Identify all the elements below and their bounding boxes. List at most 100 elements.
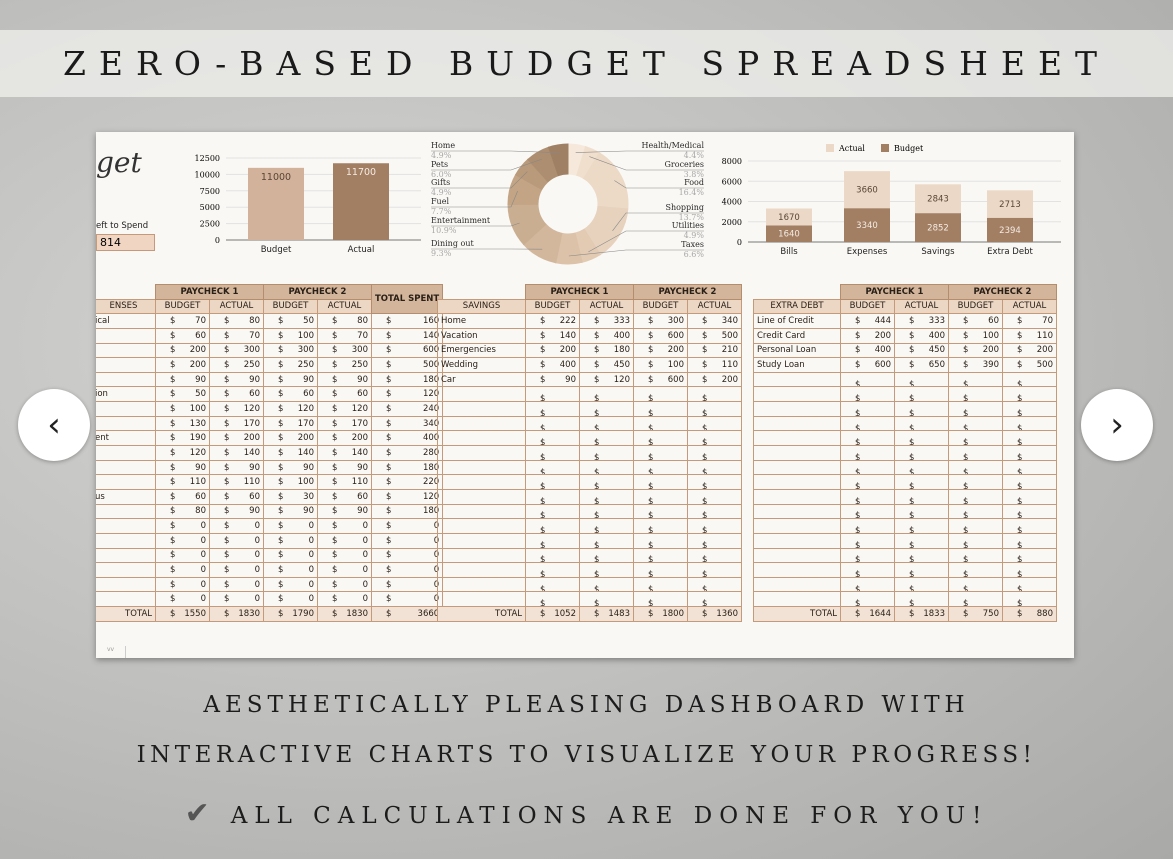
amount-cell[interactable]: $880 [1002, 606, 1057, 622]
amount-cell[interactable]: $90 [155, 459, 210, 476]
amount-cell[interactable]: $333 [579, 313, 634, 329]
amount-cell[interactable]: $ [525, 532, 580, 549]
amount-cell[interactable]: $30 [263, 488, 318, 505]
row-label[interactable] [437, 474, 526, 490]
previous-slide-button[interactable]: ‹ [18, 389, 90, 461]
amount-cell[interactable]: $ [894, 562, 949, 578]
amount-cell[interactable]: $ [948, 371, 1003, 388]
row-label[interactable] [753, 518, 841, 534]
amount-cell[interactable]: $650 [894, 357, 949, 373]
amount-cell[interactable]: $170 [317, 415, 372, 432]
amount-cell[interactable]: $140 [525, 327, 580, 344]
amount-cell[interactable]: $400 [579, 327, 634, 344]
amount-cell[interactable]: $ [525, 401, 580, 417]
row-label[interactable]: Study Loan [753, 357, 841, 373]
amount-cell[interactable]: $0 [263, 591, 318, 608]
amount-cell[interactable]: $180 [370, 503, 444, 520]
amount-cell[interactable]: $0 [317, 532, 372, 549]
amount-cell[interactable]: $0 [155, 532, 210, 549]
amount-cell[interactable]: $1550 [155, 606, 210, 622]
amount-cell[interactable]: $180 [370, 459, 444, 476]
row-label[interactable]: Wedding [437, 357, 526, 373]
amount-cell[interactable]: $60 [317, 488, 372, 505]
amount-cell[interactable]: $ [894, 591, 949, 608]
amount-cell[interactable]: $400 [894, 327, 949, 344]
amount-cell[interactable]: $ [579, 503, 634, 520]
amount-cell[interactable]: $ [633, 459, 688, 476]
row-label[interactable]: Line of Credit [753, 313, 841, 329]
amount-cell[interactable]: $140 [209, 445, 264, 461]
amount-cell[interactable]: $ [840, 532, 895, 549]
amount-cell[interactable]: $90 [317, 459, 372, 476]
amount-cell[interactable]: $ [948, 474, 1003, 490]
amount-cell[interactable]: $0 [370, 547, 444, 564]
amount-cell[interactable]: $ [1002, 415, 1057, 432]
amount-cell[interactable]: $1800 [633, 606, 688, 622]
amount-cell[interactable]: $ [948, 503, 1003, 520]
amount-cell[interactable]: $ [633, 503, 688, 520]
amount-cell[interactable]: $0 [155, 591, 210, 608]
row-label[interactable] [96, 327, 156, 344]
amount-cell[interactable]: $90 [317, 371, 372, 388]
amount-cell[interactable]: $ [1002, 474, 1057, 490]
amount-cell[interactable]: $ [840, 430, 895, 447]
row-label[interactable] [96, 415, 156, 432]
amount-cell[interactable]: $200 [155, 357, 210, 373]
amount-cell[interactable]: $750 [948, 606, 1003, 622]
amount-cell[interactable]: $ [948, 430, 1003, 447]
amount-cell[interactable]: $ [948, 547, 1003, 564]
amount-cell[interactable]: $100 [263, 474, 318, 490]
amount-cell[interactable]: $500 [1002, 357, 1057, 373]
row-label[interactable] [437, 532, 526, 549]
amount-cell[interactable]: $ [579, 518, 634, 534]
amount-cell[interactable]: $300 [633, 313, 688, 329]
row-label[interactable] [96, 591, 156, 608]
amount-cell[interactable]: $ [525, 474, 580, 490]
amount-cell[interactable]: $0 [263, 547, 318, 564]
amount-cell[interactable]: $ [579, 532, 634, 549]
amount-cell[interactable]: $ [840, 386, 895, 403]
amount-cell[interactable]: $ [633, 401, 688, 417]
amount-cell[interactable]: $ [687, 459, 742, 476]
amount-cell[interactable]: $ [687, 401, 742, 417]
amount-cell[interactable]: $ [687, 503, 742, 520]
amount-cell[interactable]: $140 [317, 445, 372, 461]
amount-cell[interactable]: $ [525, 562, 580, 578]
amount-cell[interactable]: $200 [317, 430, 372, 447]
row-label[interactable] [437, 386, 526, 403]
amount-cell[interactable]: $500 [687, 327, 742, 344]
amount-cell[interactable]: $110 [687, 357, 742, 373]
amount-cell[interactable]: $210 [687, 342, 742, 359]
amount-cell[interactable]: $ [633, 532, 688, 549]
amount-cell[interactable]: $ [840, 518, 895, 534]
amount-cell[interactable]: $ [894, 371, 949, 388]
amount-cell[interactable]: $100 [155, 401, 210, 417]
row-label[interactable] [753, 547, 841, 564]
row-label[interactable] [753, 576, 841, 593]
amount-cell[interactable]: $340 [687, 313, 742, 329]
amount-cell[interactable]: $450 [579, 357, 634, 373]
row-label[interactable] [96, 518, 156, 534]
amount-cell[interactable]: $ [525, 386, 580, 403]
amount-cell[interactable]: $ [687, 415, 742, 432]
amount-cell[interactable]: $0 [209, 532, 264, 549]
row-label[interactable]: Personal Loan [753, 342, 841, 359]
amount-cell[interactable]: $200 [840, 327, 895, 344]
row-label[interactable] [437, 518, 526, 534]
amount-cell[interactable]: $ [1002, 430, 1057, 447]
amount-cell[interactable]: $80 [155, 503, 210, 520]
row-label[interactable] [437, 488, 526, 505]
amount-cell[interactable]: $ [633, 386, 688, 403]
row-label[interactable]: ion [96, 386, 156, 403]
amount-cell[interactable]: $ [1002, 401, 1057, 417]
amount-cell[interactable]: $200 [525, 342, 580, 359]
amount-cell[interactable]: $0 [317, 562, 372, 578]
row-label[interactable] [96, 459, 156, 476]
amount-cell[interactable]: $0 [209, 562, 264, 578]
amount-cell[interactable]: $90 [155, 371, 210, 388]
amount-cell[interactable]: $120 [370, 488, 444, 505]
amount-cell[interactable]: $ [579, 562, 634, 578]
amount-cell[interactable]: $0 [370, 591, 444, 608]
amount-cell[interactable]: $1830 [317, 606, 372, 622]
amount-cell[interactable]: $1790 [263, 606, 318, 622]
